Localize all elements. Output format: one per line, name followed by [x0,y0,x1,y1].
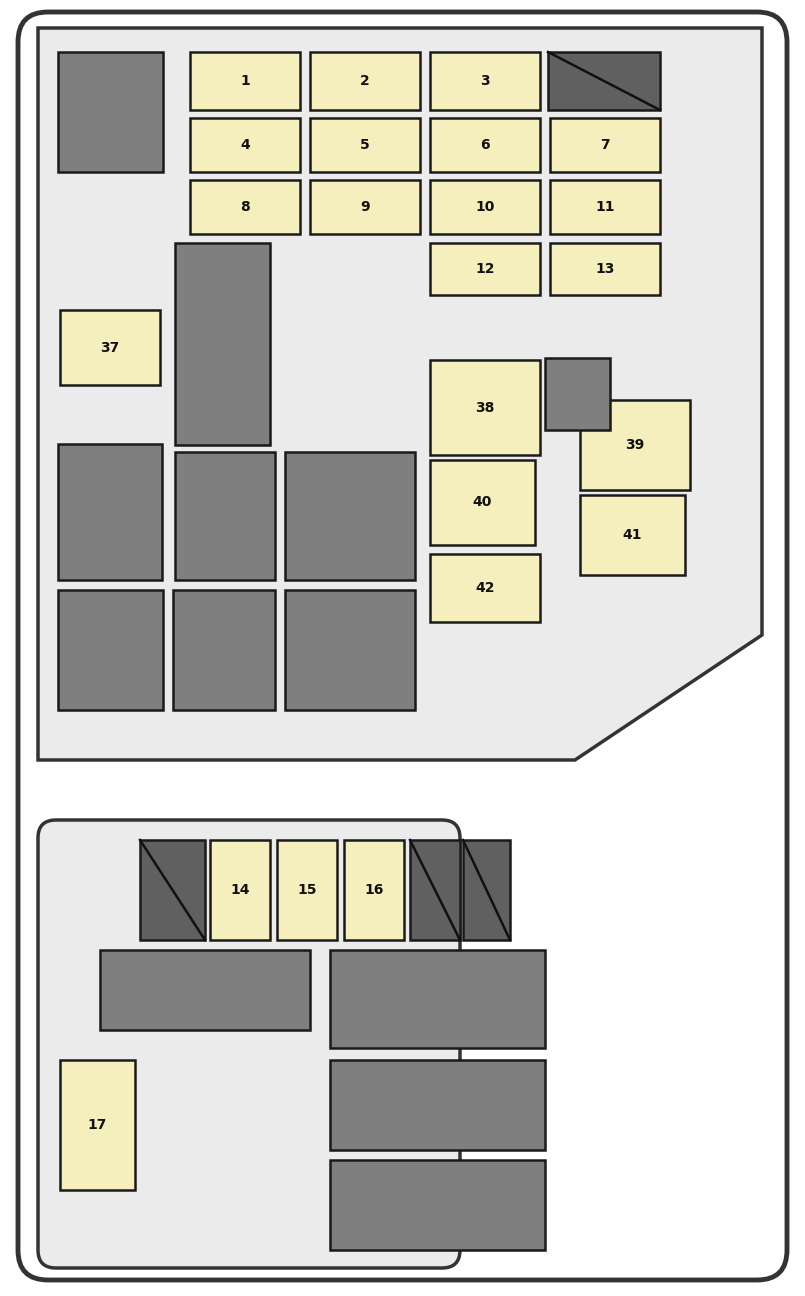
Text: 8: 8 [240,200,250,214]
Bar [190,118,300,172]
Bar [430,553,540,622]
Bar [430,360,540,455]
Bar [285,452,415,581]
FancyBboxPatch shape [38,820,460,1267]
Bar [330,1060,545,1150]
Text: 3: 3 [481,74,489,88]
Bar [58,445,162,581]
Bar [545,358,610,430]
Bar [310,52,420,110]
Bar [285,590,415,710]
Bar [330,950,545,1048]
Bar [550,180,660,235]
Text: 5: 5 [360,137,369,152]
Bar [430,52,540,110]
Bar [430,180,540,235]
Bar [580,400,690,490]
Bar [277,840,337,940]
Text: 13: 13 [596,262,615,276]
Text: 17: 17 [88,1118,107,1131]
Text: 12: 12 [475,262,495,276]
Bar [140,840,205,940]
Bar [175,452,275,581]
Bar [190,180,300,235]
Text: 9: 9 [360,200,369,214]
Bar [550,244,660,295]
Bar [175,244,270,445]
Bar [100,950,310,1030]
Text: 1: 1 [240,74,250,88]
Text: 38: 38 [475,400,495,415]
Text: 6: 6 [481,137,489,152]
Text: 15: 15 [297,883,316,897]
Text: 37: 37 [101,341,120,355]
Text: 42: 42 [475,581,495,595]
Bar [60,1060,135,1190]
Text: 11: 11 [595,200,615,214]
Text: 2: 2 [360,74,369,88]
Text: 39: 39 [625,438,645,452]
Bar [58,52,163,172]
Bar [58,590,163,710]
FancyBboxPatch shape [18,12,787,1280]
Bar [173,590,275,710]
Text: 40: 40 [473,495,492,509]
Text: 4: 4 [240,137,250,152]
Bar [330,1160,545,1251]
Bar [550,118,660,172]
Bar [310,180,420,235]
Bar [430,118,540,172]
Bar [580,495,685,575]
Bar [190,52,300,110]
Bar [310,118,420,172]
Bar [344,840,404,940]
Bar [430,460,535,546]
Text: 7: 7 [601,137,610,152]
Bar [60,310,160,385]
Text: 14: 14 [230,883,250,897]
Polygon shape [38,29,762,759]
Bar [430,244,540,295]
Bar [210,840,270,940]
Bar [410,840,460,940]
Text: 41: 41 [623,527,642,542]
Text: 10: 10 [475,200,495,214]
Bar [548,52,660,110]
Text: 16: 16 [365,883,384,897]
Bar [463,840,510,940]
